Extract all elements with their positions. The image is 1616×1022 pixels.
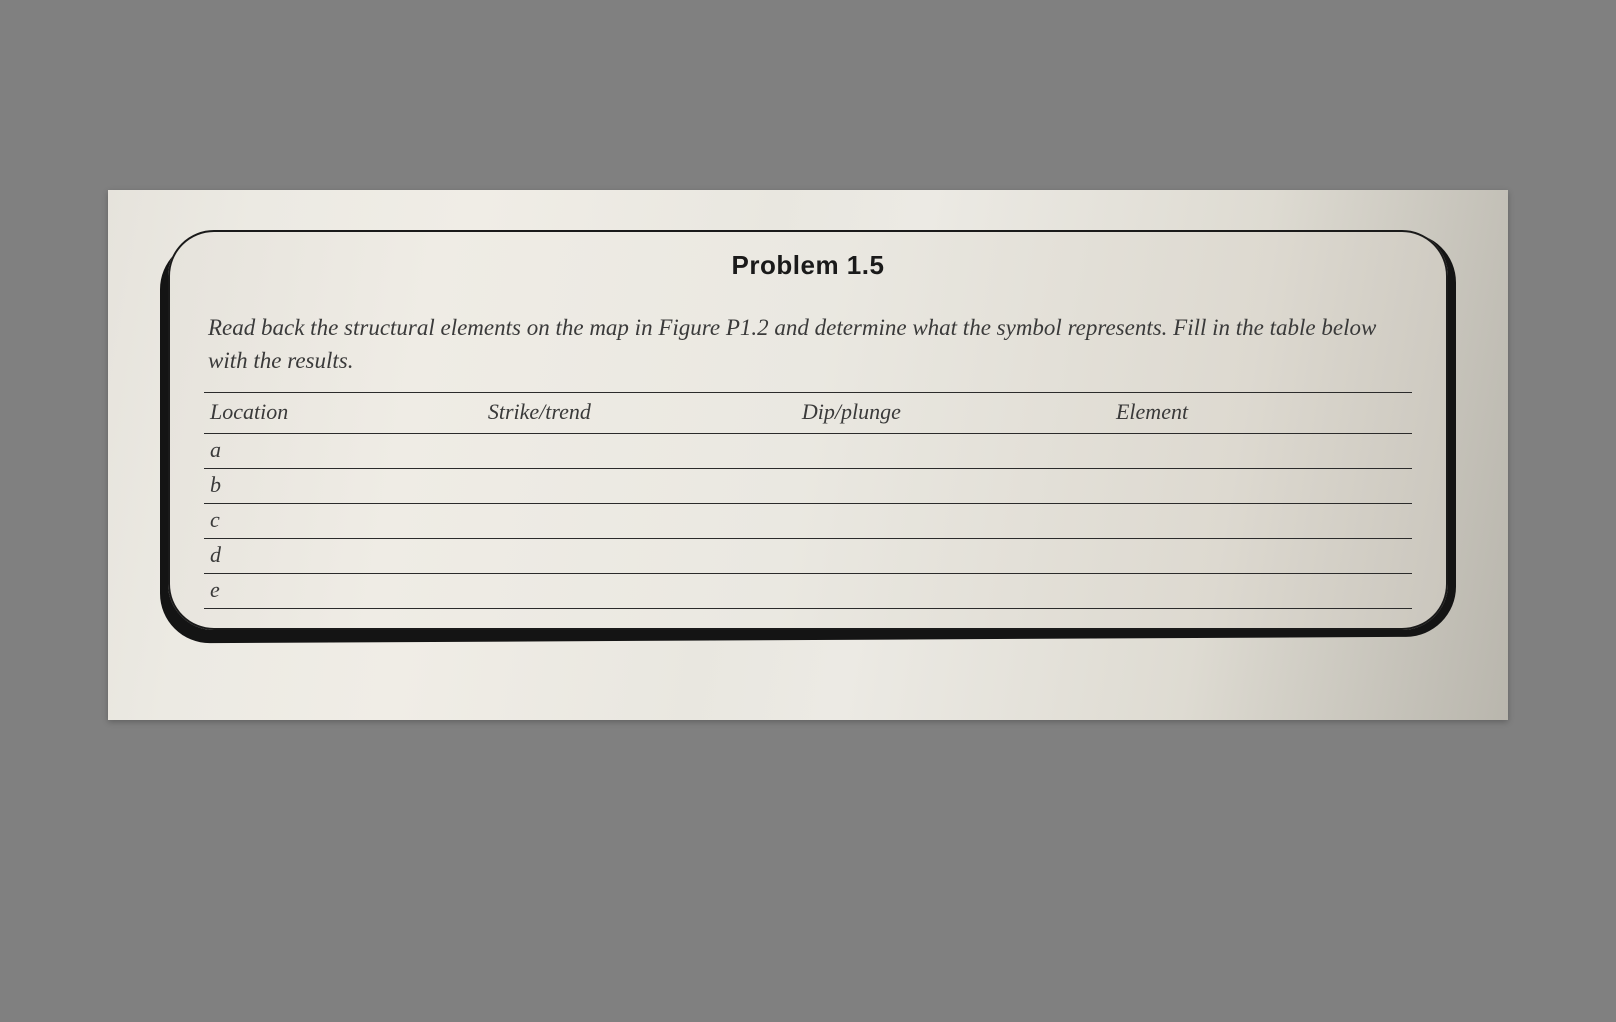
- cell-strike[interactable]: [482, 468, 796, 503]
- page-photo: Problem 1.5 Read back the structural ele…: [108, 190, 1508, 720]
- cell-location: a: [204, 433, 482, 468]
- cell-dip[interactable]: [796, 433, 1110, 468]
- table-header-row: Location Strike/trend Dip/plunge Element: [204, 392, 1412, 433]
- col-element: Element: [1110, 392, 1412, 433]
- cell-strike[interactable]: [482, 538, 796, 573]
- cell-dip[interactable]: [796, 573, 1110, 608]
- cell-element[interactable]: [1110, 503, 1412, 538]
- col-dip: Dip/plunge: [796, 392, 1110, 433]
- cell-location: e: [204, 573, 482, 608]
- cell-element[interactable]: [1110, 573, 1412, 608]
- cell-dip[interactable]: [796, 468, 1110, 503]
- cell-strike[interactable]: [482, 503, 796, 538]
- cell-element[interactable]: [1110, 433, 1412, 468]
- cell-element[interactable]: [1110, 538, 1412, 573]
- cell-location: c: [204, 503, 482, 538]
- cell-strike[interactable]: [482, 433, 796, 468]
- cell-dip[interactable]: [796, 538, 1110, 573]
- table-row: b: [204, 468, 1412, 503]
- col-location: Location: [204, 392, 482, 433]
- cell-dip[interactable]: [796, 503, 1110, 538]
- table-row: e: [204, 573, 1412, 608]
- table-row: c: [204, 503, 1412, 538]
- results-table: Location Strike/trend Dip/plunge Element…: [204, 392, 1412, 609]
- cell-location: b: [204, 468, 482, 503]
- col-strike: Strike/trend: [482, 392, 796, 433]
- cell-location: d: [204, 538, 482, 573]
- cell-strike[interactable]: [482, 573, 796, 608]
- problem-instructions: Read back the structural elements on the…: [208, 311, 1408, 378]
- table-row: d: [204, 538, 1412, 573]
- cell-element[interactable]: [1110, 468, 1412, 503]
- problem-box: Problem 1.5 Read back the structural ele…: [168, 230, 1448, 630]
- table-row: a: [204, 433, 1412, 468]
- problem-title: Problem 1.5: [204, 250, 1412, 281]
